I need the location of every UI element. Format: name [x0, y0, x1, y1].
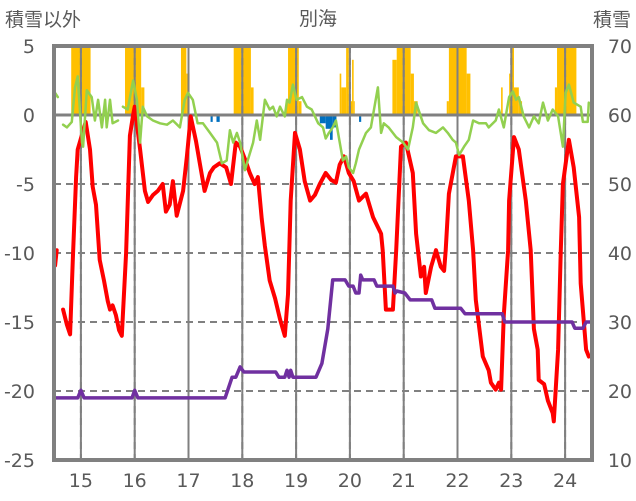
y-tick-right: 40 — [608, 243, 632, 265]
y-tick-left: -15 — [4, 312, 35, 334]
snowfall-bar — [352, 59, 354, 115]
y-tick-right: 10 — [608, 450, 632, 472]
y-tick-left: -20 — [4, 381, 35, 403]
x-tick: 21 — [392, 470, 416, 492]
snowfall-bar — [339, 73, 342, 115]
y-tick-right: 50 — [608, 174, 632, 196]
x-tick: 23 — [499, 470, 523, 492]
x-tick: 19 — [284, 470, 308, 492]
x-tick: 17 — [176, 470, 200, 492]
y-tick-left: -25 — [4, 450, 35, 472]
snowfall-bar — [554, 87, 558, 115]
snowfall-bar — [510, 46, 514, 115]
snowfall-bar — [466, 73, 471, 115]
snowfall-bar — [286, 101, 289, 115]
negative-bar — [210, 115, 213, 122]
snowfall-bar — [501, 87, 503, 115]
x-tick: 15 — [69, 470, 93, 492]
y-tick-left: 5 — [23, 36, 35, 58]
y-tick-left: -10 — [4, 243, 35, 265]
labels-layer: 別海 積雪以外 積雪 50-5-10-15-20-257060504030201… — [4, 8, 632, 492]
negative-bar — [325, 115, 330, 129]
snowfall-bar — [353, 101, 355, 115]
plot-frame — [52, 44, 594, 462]
bars-layer — [71, 46, 577, 140]
y-tick-right: 60 — [608, 105, 632, 127]
snowfall-bar — [346, 46, 349, 115]
y-tick-left: 0 — [23, 105, 35, 127]
snowfall-bar — [513, 87, 519, 115]
snowfall-bar — [349, 101, 353, 115]
snowfall-bar — [446, 101, 449, 115]
snowfall-bar — [392, 59, 397, 115]
x-tick: 16 — [123, 470, 147, 492]
x-tick: 20 — [338, 470, 362, 492]
y-tick-right: 70 — [608, 36, 632, 58]
x-tick: 24 — [553, 470, 577, 492]
negative-bar — [319, 115, 326, 124]
snowfall-bar — [557, 46, 577, 115]
snowfall-bar — [288, 46, 299, 115]
y-tick-right: 20 — [608, 381, 632, 403]
snowfall-bar — [298, 101, 302, 115]
snowfall-bar — [250, 87, 254, 115]
x-tick: 18 — [230, 470, 254, 492]
snowfall-bar — [141, 87, 145, 115]
negative-bar — [359, 115, 362, 122]
x-tick: 22 — [445, 470, 469, 492]
frame-layer — [52, 44, 594, 462]
left-axis-title: 積雪以外 — [5, 9, 81, 31]
snowfall-bar — [410, 73, 414, 115]
y-tick-left: -5 — [16, 174, 35, 196]
chart-title: 別海 — [299, 8, 337, 30]
grid-layer — [54, 46, 592, 460]
snowfall-bar — [341, 87, 347, 115]
series-line-purple — [52, 273, 594, 400]
snowfall-bar — [180, 46, 187, 115]
right-axis-title: 積雪 — [593, 9, 631, 31]
negative-bar — [216, 115, 220, 122]
y-tick-right: 30 — [608, 312, 632, 334]
